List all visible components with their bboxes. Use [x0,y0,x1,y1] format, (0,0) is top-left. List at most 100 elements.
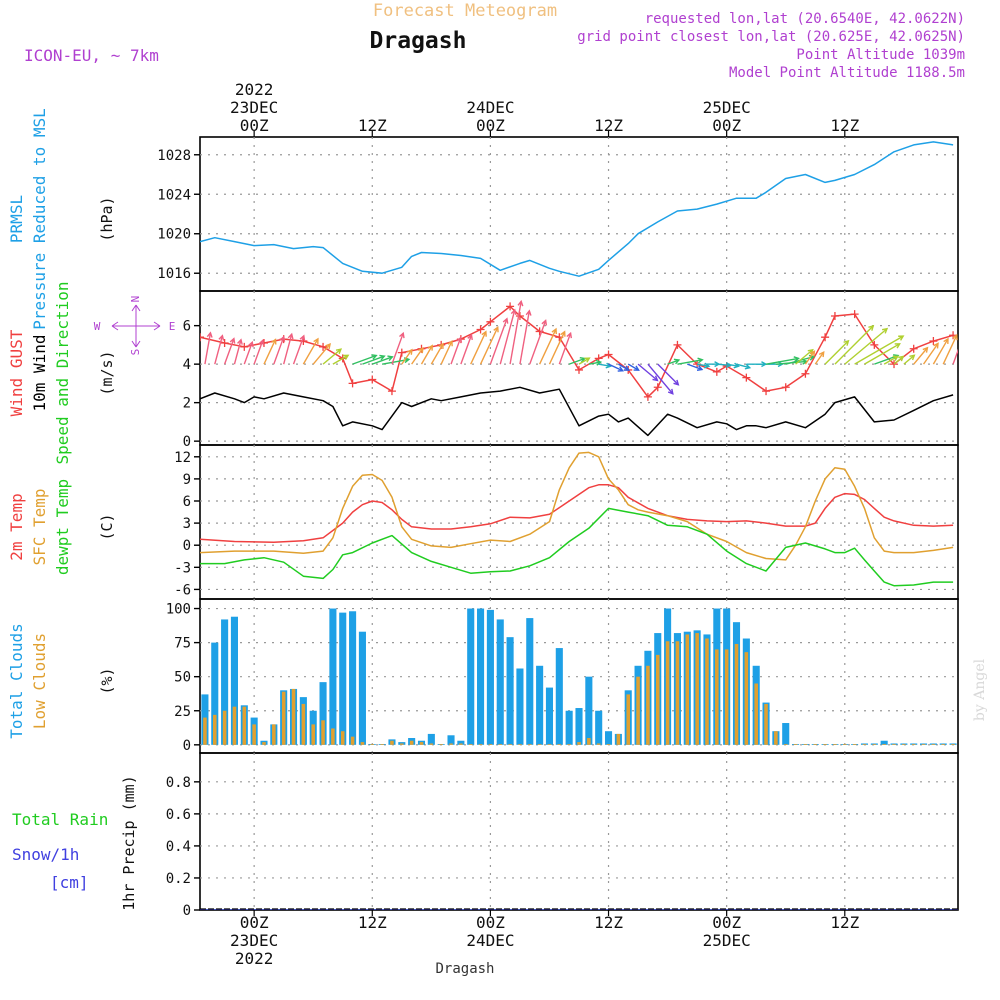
wind-arrow-head [595,359,603,366]
wind-side-label: Wind GUST [7,329,26,416]
wind-plot [200,291,958,445]
top-time-label: 00Z [712,116,741,135]
wind-side-label: Speed and Direction [53,281,72,464]
wind-direction-arrow [440,340,453,365]
total-cloud-bar [585,676,593,745]
wind-direction-arrow [765,357,799,365]
total-cloud-bar [604,731,613,745]
wind-direction-arrow [913,347,928,365]
wind-ytick-label: 4 [183,357,191,373]
wind-compass: N S W E [94,296,176,356]
low-cloud-bar [557,744,562,745]
total-cloud-bar [506,637,514,745]
wind-unit-label: (m/s) [98,350,116,395]
wind-arrow-head [898,335,905,341]
clouds-panel [199,598,959,754]
top-time-label: 2022 [235,80,274,99]
gust-marker [712,367,721,376]
low-cloud-bar [203,717,207,745]
wind-direction-arrow [322,348,342,365]
clouds-ytick-label: 50 [174,670,191,686]
precip-legend-label: Snow/1h [12,845,79,864]
temperature-side-label: 2m Temp [7,493,26,560]
wind-arrow-head [868,324,875,331]
gust-marker [762,387,771,396]
low-cloud-bar [931,744,936,745]
gust-marker [200,333,204,342]
low-cloud-bar [311,724,315,745]
low-cloud-bar [291,688,296,745]
clouds-ytick-label: 75 [174,636,191,652]
precip-panel [199,752,959,911]
low-cloud-bar [754,683,758,745]
low-cloud-bar [537,744,542,745]
wind-direction-arrow [637,363,658,381]
wind-direction-arrow [942,334,958,365]
precip-ytick-label: 0.2 [166,871,191,887]
gust-marker [929,337,938,346]
compass-west-label: W [94,320,101,333]
precip-panel-frame [199,752,959,911]
wind-direction-arrow [420,345,433,365]
gust-marker [781,383,790,392]
low-cloud-bar [626,694,630,745]
temperature-series-line-3 [200,507,954,587]
wind-arrow-head [229,337,236,344]
wind-direction-arrow [233,339,242,365]
bottom-time-label: 00Z [240,913,269,932]
wind-arrow-head [744,363,752,370]
wind-arrow-head [617,366,625,372]
low-cloud-bar [665,641,670,745]
low-cloud-bar [774,731,778,745]
wind-direction-arrow [667,359,680,365]
wind-direction-arrow [273,336,285,365]
clouds-ytick-label: 0 [183,738,191,754]
pressure-side-label: PRMSL [7,195,26,243]
low-cloud-bar [222,710,227,745]
wind-arrow-head [605,362,612,369]
temperature-side-label: SFC Temp [30,488,49,565]
clouds-ytick-label: 25 [174,704,191,720]
wind-arrow-head [407,348,413,355]
low-cloud-bar [833,744,837,745]
wind-direction-arrow [883,355,899,365]
credit-watermark: by Angel [972,658,988,721]
low-cloud-bar [232,706,237,745]
wind-direction-arrow [677,359,703,365]
wind-direction-arrow [460,334,473,365]
total-cloud-bar [349,611,357,745]
temperature-unit-label: (C) [98,513,116,540]
low-cloud-bar [409,740,414,745]
low-cloud-bar [242,706,247,745]
low-cloud-bar [468,744,473,745]
total-cloud-bar [329,608,337,745]
pressure-panel [199,136,959,292]
precip-unit-label: 1hr Precip (mm) [120,775,138,910]
clouds-side-label: Low Clouds [30,633,49,729]
wind-arrow-head [667,388,674,395]
low-cloud-bar [400,743,404,745]
wind-arrow-head [623,365,631,371]
total-cloud-bar [496,619,504,745]
gust-marker [506,302,515,311]
panel-side-labels: PRMSL Pressure Reduced to MSL (hPa) Wind GU… [7,108,138,911]
clouds-plot [200,599,958,753]
low-cloud-bar [449,743,453,745]
low-cloud-bar [498,744,503,745]
low-cloud-bar [528,744,532,745]
low-cloud-bar [360,742,365,745]
wind-arrow-head [673,358,681,365]
wind-direction-arrow [922,343,939,365]
wind-direction-arrow [687,363,703,371]
gust-marker [821,333,830,342]
wind-arrow-head [418,347,424,354]
wind-direction-arrow [263,339,277,365]
gust-marker [870,340,879,349]
gust-marker [397,348,406,357]
total-cloud-bar [427,733,435,745]
wind-arrow-head [933,342,939,349]
precip-ytick-label: 0.8 [166,775,191,791]
wind-direction-arrow [864,343,901,365]
total-cloud-bar [545,687,554,745]
